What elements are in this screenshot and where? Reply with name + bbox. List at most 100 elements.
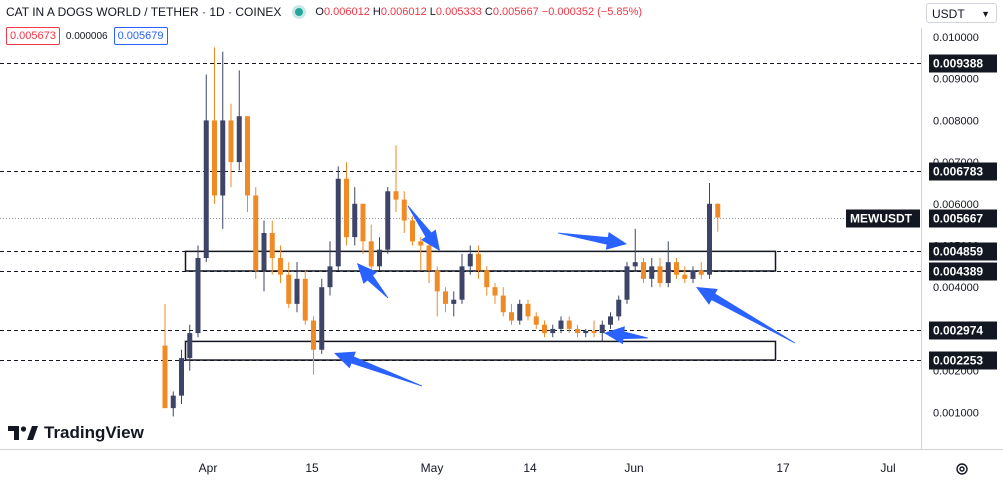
candle-body (665, 262, 671, 284)
candle (203, 74, 209, 263)
x-tick-label: 14 (523, 461, 537, 475)
candle-body (344, 178, 349, 238)
candle (352, 187, 358, 246)
candle-body (690, 270, 696, 279)
x-tick-label: Jul (880, 461, 895, 475)
candle (566, 316, 572, 334)
candle-body (707, 203, 712, 275)
candle (286, 262, 292, 309)
annotation-arrow (357, 263, 389, 299)
candle (575, 324, 580, 338)
candle (599, 320, 605, 342)
y-tick-label: 0.009000 (933, 74, 979, 86)
candle (426, 237, 432, 284)
candle (278, 245, 283, 284)
candle (533, 312, 539, 329)
x-tick-label: 15 (305, 461, 319, 475)
candle (162, 303, 168, 409)
open-label: O (315, 6, 324, 18)
last-price-bg (929, 209, 997, 228)
candle-body (179, 358, 184, 396)
candle (360, 203, 366, 254)
candle-body (203, 120, 209, 259)
level-label-bg (929, 162, 997, 181)
close-label: C (484, 6, 493, 18)
candle-body (616, 299, 622, 317)
buy-button[interactable]: 0.005679 (113, 27, 168, 45)
candle (682, 266, 688, 284)
annotation-arrow (604, 326, 649, 345)
candle-body (698, 270, 704, 275)
candle (698, 262, 704, 279)
candle (484, 266, 490, 296)
candle-body (624, 266, 630, 300)
candle-body (657, 266, 663, 284)
level-label: 0.009388 (933, 57, 983, 71)
candle (608, 312, 613, 329)
candle-body (509, 312, 514, 321)
gear-icon[interactable] (955, 462, 969, 476)
candle (707, 182, 712, 279)
candle-body (591, 330, 597, 334)
candle (616, 295, 622, 321)
candle-body (575, 328, 580, 334)
candle-body (269, 232, 275, 259)
tradingview-mark-icon (8, 426, 38, 440)
candle (385, 187, 391, 254)
candle (335, 166, 341, 271)
candle-body (228, 120, 234, 163)
sell-button[interactable]: 0.005673 (6, 27, 60, 45)
candle (253, 187, 259, 279)
annotation-arrow (334, 351, 423, 387)
candle-body (319, 287, 325, 350)
candle (591, 320, 597, 338)
candle (451, 291, 457, 317)
candle-body (385, 191, 391, 250)
candle-body (195, 258, 201, 334)
candle (583, 328, 589, 338)
candle-body (459, 266, 465, 300)
candle (665, 241, 671, 288)
y-tick-label: 0.006000 (933, 199, 979, 211)
candle-body (401, 199, 407, 221)
level-label: 0.002974 (933, 324, 983, 338)
candle-body (517, 303, 523, 321)
candle (500, 287, 506, 317)
candle-body (426, 245, 432, 271)
candle (443, 287, 448, 313)
candle-body (715, 203, 721, 218)
candle (624, 262, 630, 304)
candle (228, 103, 234, 188)
candle-body (393, 191, 399, 200)
candle (641, 258, 646, 284)
candle (657, 258, 663, 288)
candle-body (245, 116, 250, 196)
y-tick-label: 0.004000 (933, 282, 979, 294)
level-label-bg (929, 242, 997, 261)
trade-panel: 0.005673 0.000006 0.005679 (6, 27, 168, 45)
level-label-bg (929, 262, 997, 281)
low-value: 0.005333 (435, 6, 482, 18)
y-tick-label: 0.008000 (933, 115, 979, 127)
candle (542, 320, 547, 338)
symbol-title[interactable]: CAT IN A DOGS WORLD / TETHER · 1D · COIN… (6, 5, 282, 19)
symbol-label-bg (846, 209, 920, 228)
chevron-down-icon: ▼ (981, 9, 990, 19)
low-label: L (429, 6, 436, 18)
candle (344, 162, 349, 246)
candle-body (674, 262, 679, 275)
tradingview-logo[interactable]: TradingView (8, 423, 144, 443)
annotation-arrow (407, 205, 440, 251)
level-label: 0.004389 (933, 265, 983, 279)
close-value: 0.005667 (492, 6, 539, 18)
currency-select[interactable]: USDT ▼ (926, 3, 997, 23)
y-tick-label: 0.001000 (933, 407, 979, 419)
candle-body (500, 295, 506, 313)
candle-body (261, 232, 267, 271)
level-label-bg (929, 54, 997, 73)
candle-body (286, 274, 292, 304)
candle (558, 316, 564, 334)
candle (459, 253, 465, 304)
candle-body (236, 116, 242, 163)
